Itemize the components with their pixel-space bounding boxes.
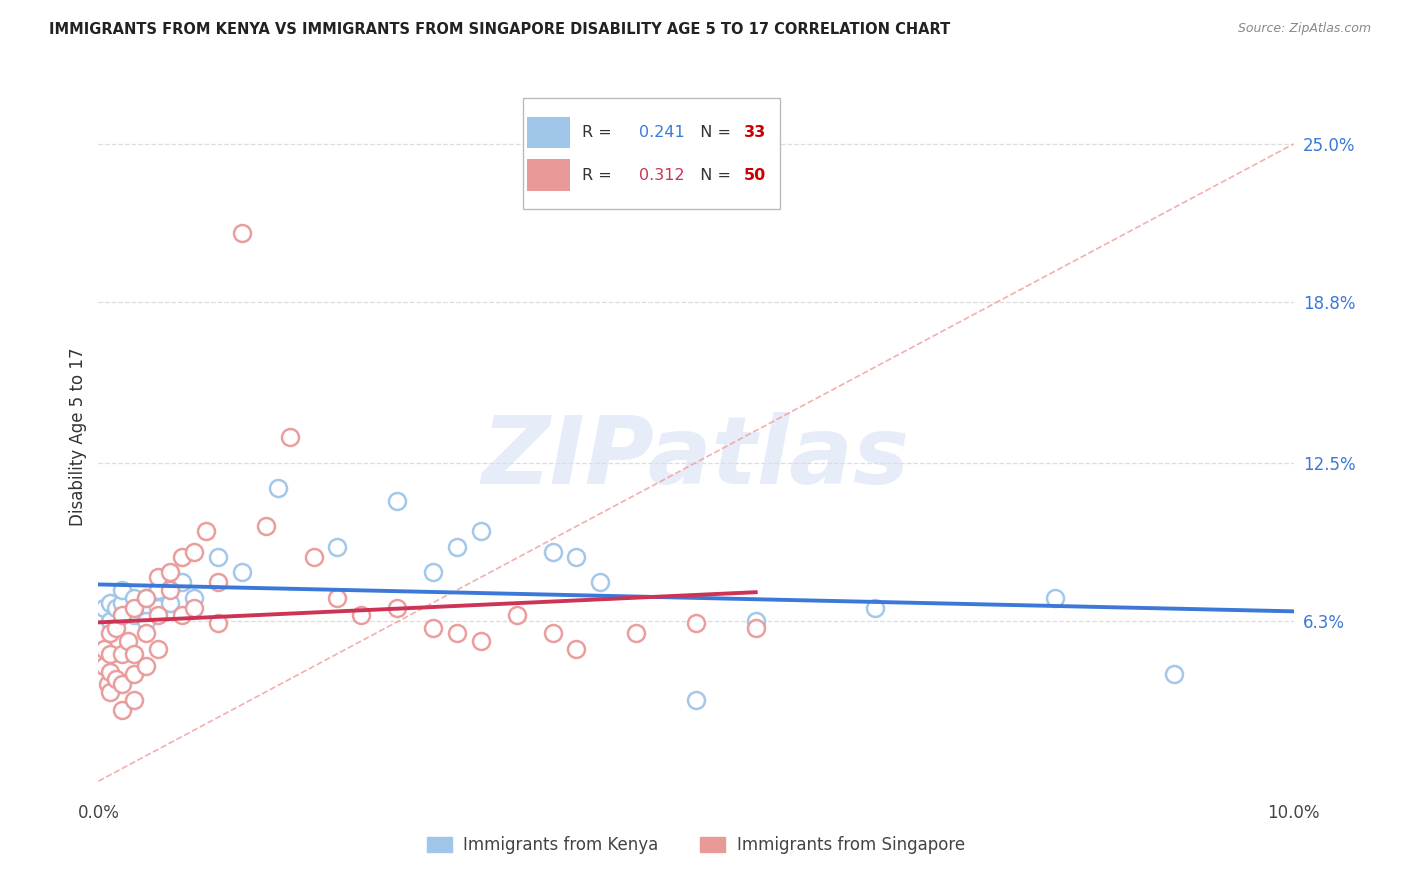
Point <box>148 641 170 656</box>
Point <box>231 565 253 579</box>
Point <box>745 614 768 628</box>
Text: ZIPatlas: ZIPatlas <box>482 412 910 505</box>
Point <box>506 608 529 623</box>
Point <box>124 608 146 623</box>
Point <box>135 591 157 605</box>
Point <box>745 621 768 635</box>
Point <box>865 600 887 615</box>
Point <box>565 641 588 656</box>
Point <box>195 524 218 539</box>
Point <box>207 616 229 631</box>
Point <box>93 659 115 673</box>
Point <box>111 596 134 610</box>
Point <box>111 703 134 717</box>
Point <box>111 608 134 623</box>
Text: N =: N = <box>690 125 737 140</box>
Text: Source: ZipAtlas.com: Source: ZipAtlas.com <box>1237 22 1371 36</box>
Legend: Immigrants from Kenya, Immigrants from Singapore: Immigrants from Kenya, Immigrants from S… <box>420 830 972 861</box>
Point <box>111 647 134 661</box>
Point <box>124 600 146 615</box>
Point <box>446 626 468 640</box>
Point <box>124 667 146 681</box>
Point <box>183 545 205 559</box>
Point <box>93 641 115 656</box>
Point <box>207 549 229 564</box>
Point <box>111 608 134 623</box>
Point <box>326 591 349 605</box>
Point <box>159 582 181 597</box>
Point <box>98 647 122 661</box>
Point <box>159 596 181 610</box>
Point <box>385 493 409 508</box>
Text: 0.241: 0.241 <box>638 125 685 140</box>
Point <box>172 575 194 590</box>
Point <box>172 549 194 564</box>
Point <box>626 626 648 640</box>
Point <box>135 626 157 640</box>
Point <box>124 600 146 615</box>
Point <box>135 591 157 605</box>
Point <box>172 608 194 623</box>
Point <box>231 226 253 240</box>
FancyBboxPatch shape <box>527 160 571 191</box>
Point <box>98 614 122 628</box>
Text: R =: R = <box>582 125 617 140</box>
Point <box>105 672 128 686</box>
Point <box>97 677 120 691</box>
Point <box>148 570 170 584</box>
Point <box>183 600 205 615</box>
Point <box>446 540 468 554</box>
Point <box>91 652 114 666</box>
Point <box>124 591 146 605</box>
Text: 33: 33 <box>744 125 766 140</box>
Point <box>124 647 146 661</box>
Point <box>98 665 122 679</box>
Point <box>685 616 707 631</box>
Point <box>135 614 157 628</box>
Text: 50: 50 <box>744 168 766 183</box>
Point <box>302 549 325 564</box>
Point <box>98 626 122 640</box>
Point <box>422 565 444 579</box>
Point <box>124 692 146 706</box>
Text: IMMIGRANTS FROM KENYA VS IMMIGRANTS FROM SINGAPORE DISABILITY AGE 5 TO 17 CORREL: IMMIGRANTS FROM KENYA VS IMMIGRANTS FROM… <box>49 22 950 37</box>
Point <box>148 600 170 615</box>
Point <box>105 600 128 615</box>
Point <box>541 545 564 559</box>
Point <box>254 519 277 533</box>
Point <box>565 549 588 564</box>
Point <box>207 575 229 590</box>
Point <box>470 524 492 539</box>
Point <box>422 621 444 635</box>
Point <box>589 575 612 590</box>
Text: N =: N = <box>690 168 737 183</box>
FancyBboxPatch shape <box>523 98 779 209</box>
Point <box>98 596 122 610</box>
Point <box>1043 591 1066 605</box>
Point <box>326 540 349 554</box>
Point <box>685 692 707 706</box>
Point <box>135 659 157 673</box>
Point <box>98 685 122 699</box>
Point <box>93 600 115 615</box>
Point <box>117 634 139 648</box>
Point <box>105 621 128 635</box>
Y-axis label: Disability Age 5 to 17: Disability Age 5 to 17 <box>69 348 87 526</box>
Point <box>470 634 492 648</box>
Point <box>1163 667 1185 681</box>
Point <box>183 591 205 605</box>
Point <box>159 565 181 579</box>
FancyBboxPatch shape <box>527 117 571 148</box>
Text: R =: R = <box>582 168 617 183</box>
Point <box>541 626 564 640</box>
Point <box>111 582 134 597</box>
Point <box>148 608 170 623</box>
Text: 0.312: 0.312 <box>638 168 685 183</box>
Point <box>278 430 301 444</box>
Point <box>267 481 290 495</box>
Point <box>111 677 134 691</box>
Point <box>148 582 170 597</box>
Point <box>385 600 409 615</box>
Point <box>350 608 373 623</box>
